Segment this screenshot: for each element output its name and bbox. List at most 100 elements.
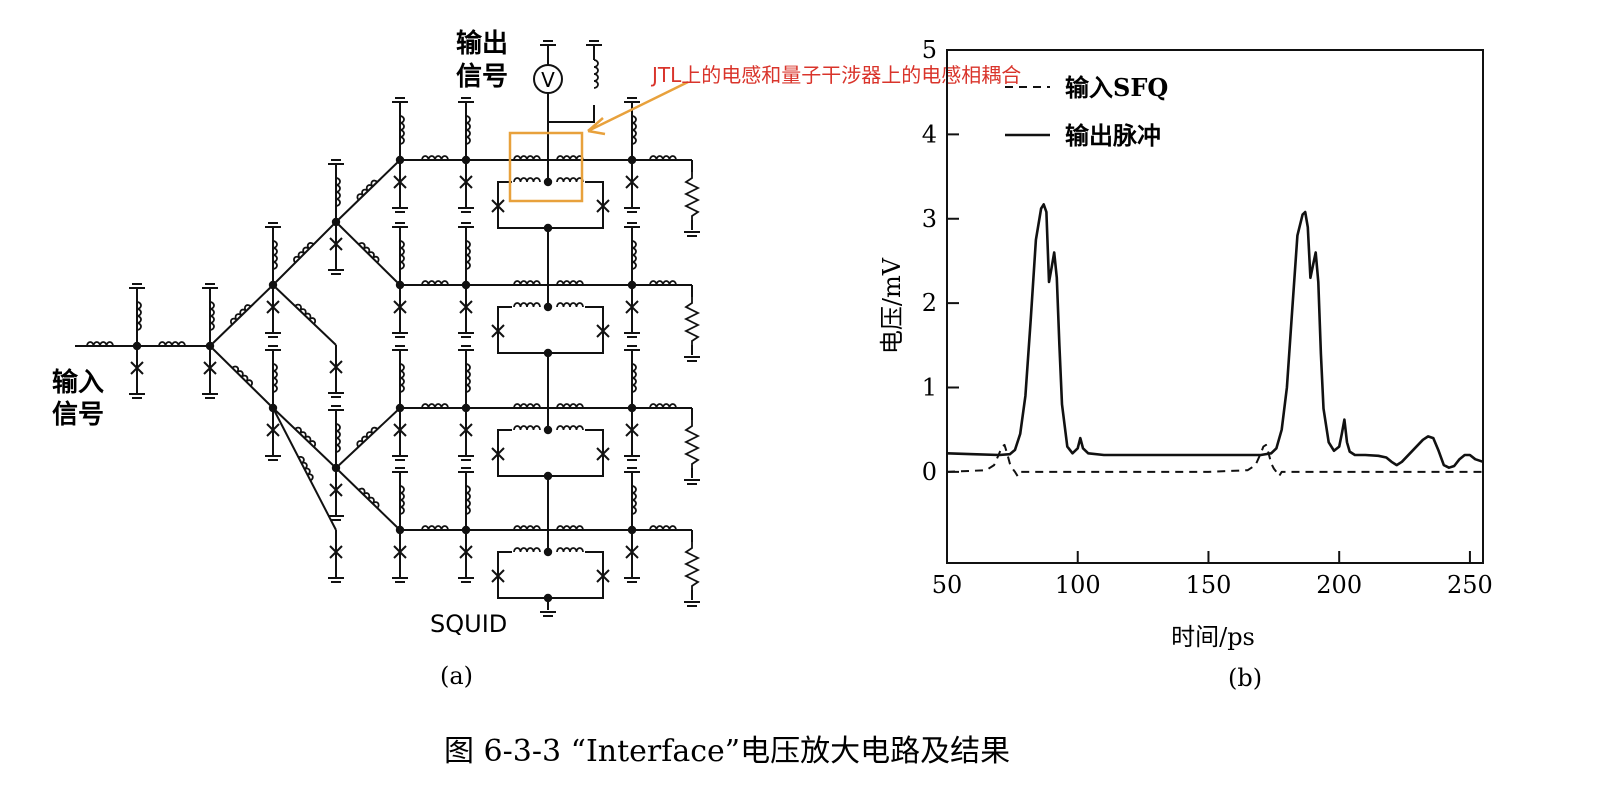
circuit-node [627,155,637,165]
circuit-node [395,155,405,165]
branch-inductor [297,454,315,482]
load-resistor [685,541,699,591]
circuit-node [627,280,637,290]
ground-symbol [457,207,475,213]
branch-inductor [291,240,315,264]
panel-a-caption: (a) [440,662,473,690]
ground-symbol [391,467,409,473]
ground-symbol [457,345,475,351]
y-tick-label: 5 [922,36,937,64]
ground-symbol [327,577,345,583]
series-line-input-sfq [946,443,1483,478]
branch-inductor [294,425,318,448]
ground-symbol [623,207,641,213]
plot-frame [946,49,1484,564]
squid-inductor [556,425,584,431]
ground-symbol [391,577,409,583]
ground-symbol [391,207,409,213]
ground-symbol [327,159,345,165]
circuit-node [268,403,278,413]
ground-symbol [457,577,475,583]
x-axis-label: 时间/ps [1171,623,1255,651]
circuit-node [395,403,405,413]
ground-symbol [585,40,603,46]
branch-inductor [357,240,381,264]
ground-symbol [264,345,282,351]
ground-symbol [128,283,146,289]
ground-symbol [264,455,282,461]
wire [497,551,604,599]
ground-symbol [327,392,345,398]
load-resistor [685,419,699,469]
circuit-node [627,403,637,413]
circuit-node [395,280,405,290]
squid-label: SQUID [430,610,507,638]
circuit-diagram [75,40,701,617]
svg-text:信号: 信号 [52,400,104,430]
ground-symbol [201,283,219,289]
ground-symbol [683,231,701,237]
series-line-output-pulse [946,203,1484,469]
voltage-chart: 50 100 150 200 250 0 1 2 3 4 5 输入SFQ 输出脉冲 时间/ps 电压… [878,36,1493,651]
ground-symbol [391,345,409,351]
y-tick-label: 2 [922,289,937,317]
legend: 输入SFQ 输出脉冲 [1005,73,1168,150]
coupling-highlight-box [508,131,584,203]
squid-inductor [513,547,541,553]
ground-symbol [391,222,409,228]
squid-inductor [556,177,584,183]
annotation-text: JTL上的电感和量子干涉器上的电感相耦合 [650,63,1021,87]
squid-inductor [556,547,584,553]
y-tick-label: 1 [922,374,937,402]
ground-symbol [457,332,475,338]
branch-inductor [357,486,382,509]
wire [497,306,604,354]
series-layer [946,203,1484,478]
x-tick-label: 50 [932,571,963,599]
ground-symbol [683,601,701,607]
svg-text:输出: 输出 [456,28,508,59]
x-tick-label: 250 [1447,571,1493,599]
circuit-node [627,525,637,535]
panel-b-caption: (b) [1228,664,1262,692]
ground-symbol [391,97,409,103]
wire [272,221,337,286]
ground-symbol [623,97,641,103]
ground-symbol [391,332,409,338]
circuit-node [395,525,405,535]
branch-inductor [228,302,252,326]
y-axis-label: 电压/mV [878,257,906,354]
output-signal-label: 输出 信号 [456,28,508,92]
ground-symbol [623,467,641,473]
ground-symbol [457,222,475,228]
ground-symbol [128,393,146,399]
branch-inductor [294,302,318,325]
ground-symbol [683,356,701,362]
svg-text:信号: 信号 [456,62,508,92]
ground-symbol [539,611,557,617]
load-resistor [685,296,699,346]
ground-symbol [391,455,409,461]
ground-symbol [623,455,641,461]
ground-symbol [457,455,475,461]
squid-inductor [556,302,584,308]
y-tick-label: 0 [922,458,937,486]
y-tick-label: 3 [922,205,937,233]
circuit-node [461,155,471,165]
legend-label-input: 输入SFQ [1065,73,1168,102]
annotation-arrow [587,80,689,136]
input-signal-label: 输入 信号 [52,367,104,430]
squid-inductor [513,425,541,431]
voltmeter-symbol: V [541,68,555,92]
wire [497,429,604,477]
ground-symbol [264,332,282,338]
ground-symbol [457,97,475,103]
ground-symbol [539,40,557,46]
branch-inductor [354,178,379,201]
circuit-node [461,525,471,535]
axis-ticks: 50 100 150 200 250 0 1 2 3 4 5 [922,36,1493,599]
load-resistor [685,171,699,221]
y-tick-label: 4 [922,120,937,148]
